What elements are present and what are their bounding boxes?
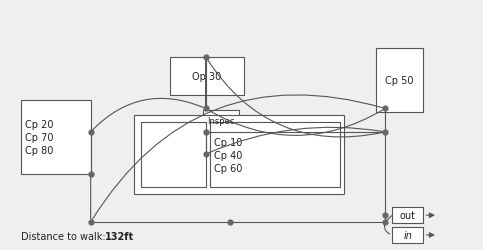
Bar xyxy=(170,58,244,96)
Text: Inspec: Inspec xyxy=(207,117,235,126)
Text: out: out xyxy=(400,210,416,220)
Text: Distance to walk:: Distance to walk: xyxy=(21,230,112,240)
Bar xyxy=(392,207,424,223)
Bar xyxy=(376,49,424,113)
Text: in: in xyxy=(403,230,412,240)
Bar xyxy=(141,122,206,188)
Text: Cp 50: Cp 50 xyxy=(385,76,414,86)
Text: Cp 20
Cp 70
Cp 80: Cp 20 Cp 70 Cp 80 xyxy=(25,119,54,156)
Bar xyxy=(392,227,424,243)
Bar xyxy=(203,110,239,132)
Text: Cp 10
Cp 40
Cp 60: Cp 10 Cp 40 Cp 60 xyxy=(214,137,242,173)
Bar xyxy=(211,122,340,188)
Bar xyxy=(21,100,91,174)
Text: Op 30: Op 30 xyxy=(192,72,221,82)
Text: 132ft: 132ft xyxy=(105,230,134,240)
Bar xyxy=(134,115,344,194)
